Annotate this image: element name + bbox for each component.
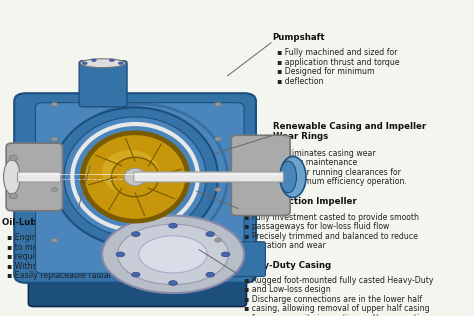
- Ellipse shape: [51, 188, 58, 191]
- Text: ▪ Engineered bearing arrangements: ▪ Engineered bearing arrangements: [7, 233, 150, 242]
- Text: Renewable Casing and Impeller
Wear Rings: Renewable Casing and Impeller Wear Rings: [273, 122, 426, 141]
- Text: Double Suction Impeller: Double Suction Impeller: [239, 198, 357, 206]
- Text: Pumpshaft: Pumpshaft: [273, 33, 325, 42]
- Ellipse shape: [280, 161, 297, 193]
- FancyBboxPatch shape: [134, 172, 283, 182]
- Ellipse shape: [124, 168, 146, 186]
- Text: Heavy-Duty Casing: Heavy-Duty Casing: [239, 261, 331, 270]
- Ellipse shape: [9, 193, 18, 199]
- Text: ▪ Fully machined and sized for: ▪ Fully machined and sized for: [277, 48, 398, 57]
- Ellipse shape: [118, 62, 123, 64]
- Ellipse shape: [102, 150, 159, 194]
- Ellipse shape: [118, 224, 228, 285]
- Ellipse shape: [215, 188, 221, 191]
- Text: ▪ for ease on- site inspection and/or reparation: ▪ for ease on- site inspection and/or re…: [244, 314, 429, 316]
- FancyBboxPatch shape: [14, 93, 256, 283]
- Ellipse shape: [169, 281, 177, 285]
- Text: ▪ Withstands the total hydraulic thrust: ▪ Withstands the total hydraulic thrust: [7, 262, 160, 270]
- Ellipse shape: [109, 59, 114, 61]
- FancyBboxPatch shape: [18, 172, 61, 182]
- Text: ▪ Rugged foot-mounted fully casted Heavy-Duty: ▪ Rugged foot-mounted fully casted Heavy…: [244, 276, 434, 285]
- Text: ▪ Discharge connections are in the lower half: ▪ Discharge connections are in the lower…: [244, 295, 422, 304]
- Text: ▪ Eliminates casing wear: ▪ Eliminates casing wear: [277, 149, 376, 158]
- FancyBboxPatch shape: [79, 61, 127, 107]
- Ellipse shape: [4, 160, 20, 194]
- Ellipse shape: [132, 272, 140, 277]
- Text: ▪ Designed for minimum: ▪ Designed for minimum: [277, 67, 375, 76]
- Text: ▪ deflection: ▪ deflection: [277, 77, 324, 86]
- Text: ▪ application thrust and torque: ▪ application thrust and torque: [277, 58, 400, 67]
- Ellipse shape: [221, 252, 230, 257]
- FancyBboxPatch shape: [6, 143, 63, 211]
- Ellipse shape: [64, 117, 206, 237]
- Ellipse shape: [215, 238, 221, 242]
- Ellipse shape: [51, 238, 58, 242]
- Text: ▪ Proper running clearances for: ▪ Proper running clearances for: [277, 168, 401, 177]
- Ellipse shape: [82, 62, 87, 64]
- Text: Oil-Lubricated Bearing Assembly: Oil-Lubricated Bearing Assembly: [2, 218, 162, 227]
- Text: ▪ requirements.: ▪ requirements.: [7, 252, 70, 261]
- Ellipse shape: [84, 134, 186, 220]
- Text: ▪ vibration and wear: ▪ vibration and wear: [244, 241, 326, 250]
- Ellipse shape: [215, 137, 221, 141]
- FancyBboxPatch shape: [231, 135, 290, 216]
- Text: ▪ passageways for low-loss fluid flow: ▪ passageways for low-loss fluid flow: [244, 222, 390, 231]
- Ellipse shape: [102, 216, 244, 293]
- Ellipse shape: [280, 156, 306, 198]
- FancyBboxPatch shape: [36, 103, 244, 273]
- Ellipse shape: [169, 223, 177, 228]
- Text: ▪ Easy maintenance: ▪ Easy maintenance: [277, 158, 357, 167]
- Ellipse shape: [139, 236, 207, 273]
- Ellipse shape: [215, 102, 221, 106]
- Ellipse shape: [206, 232, 214, 236]
- Ellipse shape: [111, 157, 159, 197]
- Text: ▪ maximum efficiency operation.: ▪ maximum efficiency operation.: [277, 177, 407, 186]
- Text: ▪ Precisely trimmed and balanced to reduce: ▪ Precisely trimmed and balanced to redu…: [244, 232, 418, 240]
- Ellipse shape: [51, 102, 58, 106]
- FancyBboxPatch shape: [225, 242, 265, 276]
- Ellipse shape: [52, 107, 218, 246]
- Ellipse shape: [9, 155, 18, 161]
- Text: ▪ casing, allowing removal of upper half casing: ▪ casing, allowing removal of upper half…: [244, 304, 430, 313]
- Ellipse shape: [206, 272, 214, 277]
- Ellipse shape: [116, 252, 125, 257]
- Ellipse shape: [51, 137, 58, 141]
- Ellipse shape: [91, 59, 96, 61]
- Ellipse shape: [80, 59, 125, 68]
- Ellipse shape: [81, 131, 190, 223]
- Text: ▪ and Low-loss design: ▪ and Low-loss design: [244, 285, 331, 294]
- Text: ▪ Easily replaceable radial bearing: ▪ Easily replaceable radial bearing: [7, 271, 144, 280]
- Text: ▪ Fully investment casted to provide smooth: ▪ Fully investment casted to provide smo…: [244, 213, 419, 222]
- Ellipse shape: [132, 232, 140, 236]
- FancyBboxPatch shape: [28, 272, 246, 307]
- Text: ▪ to meet specified operating: ▪ to meet specified operating: [7, 243, 123, 252]
